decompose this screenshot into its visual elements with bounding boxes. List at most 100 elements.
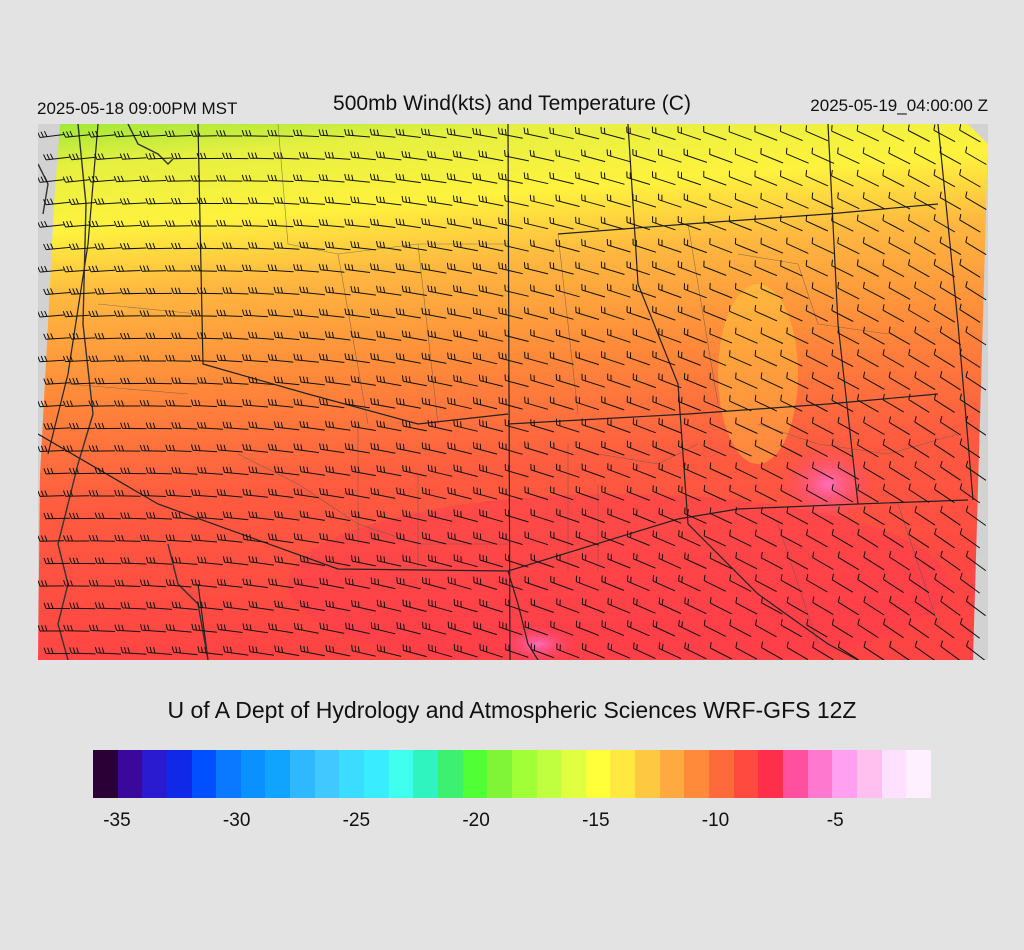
wind-barb	[524, 486, 549, 501]
wind-barb	[376, 510, 402, 522]
wind-barb	[216, 264, 243, 272]
wind-barb	[780, 215, 803, 232]
wind-barb	[812, 596, 834, 616]
wind-barb	[114, 579, 141, 587]
wind-barb	[344, 128, 371, 138]
wind-barb	[222, 287, 249, 295]
wind-barb	[703, 484, 727, 502]
wind-barb	[607, 642, 631, 659]
wind-barb	[63, 580, 90, 587]
wind-barb	[862, 281, 885, 300]
wind-barb	[831, 304, 854, 322]
wind-barb	[94, 557, 122, 565]
wind-barb	[703, 529, 727, 547]
wind-barb	[319, 532, 345, 544]
wind-barb	[401, 285, 427, 296]
wind-barb	[268, 533, 294, 544]
wind-barb	[473, 486, 498, 500]
wind-barb	[427, 419, 453, 432]
wind-barb	[421, 173, 447, 184]
wind-barb	[883, 618, 904, 639]
wind-barb	[370, 442, 396, 454]
wind-barb	[632, 193, 657, 208]
wind-barb	[139, 355, 166, 362]
wind-barb	[555, 329, 580, 343]
wind-barb	[837, 282, 860, 300]
wind-barb	[113, 220, 141, 228]
wind-barb	[703, 440, 727, 457]
wind-barb	[677, 260, 701, 276]
wind-barb	[472, 352, 498, 365]
wind-barb	[632, 238, 657, 253]
wind-barb	[555, 239, 580, 253]
wind-barb	[88, 490, 115, 497]
wind-barb	[479, 464, 504, 478]
wind-barb	[293, 488, 319, 499]
wind-barb	[523, 262, 549, 275]
wind-barb	[428, 554, 453, 567]
wind-barb	[242, 533, 268, 543]
wind-barb	[760, 282, 784, 299]
wind-barb	[760, 237, 784, 254]
valid-time-local: 2025-05-18 09:00PM MST	[37, 99, 238, 118]
wind-barb	[216, 219, 243, 227]
wind-barb	[139, 534, 167, 543]
wind-barb	[939, 281, 962, 301]
wind-barb	[324, 331, 351, 341]
wind-barb	[498, 396, 523, 410]
wind-barb	[524, 531, 549, 546]
wind-barb	[428, 644, 453, 658]
wind-barb	[350, 375, 376, 386]
wind-barb	[62, 130, 90, 138]
wind-barb	[421, 352, 447, 364]
wind-barb	[88, 400, 116, 407]
wind-barb	[940, 595, 961, 616]
wind-barb	[447, 352, 472, 365]
wind-barb	[370, 577, 396, 590]
wind-barb	[729, 395, 752, 412]
wind-barb	[293, 533, 319, 544]
wind-barb	[683, 417, 707, 434]
wind-barb	[607, 553, 631, 569]
wind-barb	[299, 645, 325, 657]
wind-barb	[293, 263, 320, 273]
warm-core-east	[778, 444, 878, 524]
wind-barb	[555, 194, 580, 207]
wind-barb	[882, 304, 905, 323]
wind-barb	[120, 512, 147, 520]
wind-barb	[575, 171, 600, 185]
wind-barb	[907, 169, 930, 188]
wind-barb	[908, 304, 930, 323]
wind-barb	[703, 305, 727, 321]
wind-barb	[376, 554, 402, 567]
warm-region-south	[288, 494, 948, 660]
wind-barb	[677, 395, 701, 411]
wind-barb	[504, 464, 529, 478]
wind-barb	[43, 243, 70, 251]
wind-barb	[376, 375, 402, 387]
wind-barb	[113, 175, 141, 183]
wind-barb	[421, 262, 447, 274]
wind-barb	[498, 217, 523, 230]
wind-barb	[267, 129, 294, 137]
wind-barb	[556, 508, 580, 523]
wind-barb	[888, 147, 911, 165]
wind-barb	[530, 598, 554, 613]
wind-barb	[190, 130, 218, 137]
wind-barb	[139, 444, 167, 452]
wind-barb	[729, 350, 752, 367]
wind-barb	[369, 173, 396, 183]
map-title: 500mb Wind(kts) and Temperature (C)	[333, 92, 691, 115]
wind-barb	[113, 265, 141, 272]
wind-barb	[709, 552, 733, 570]
wind-barb	[524, 306, 549, 320]
wind-barb	[959, 438, 981, 459]
wind-barb	[248, 331, 275, 340]
wind-barb	[370, 308, 396, 319]
wind-barb	[197, 601, 223, 611]
wind-barb	[190, 399, 218, 408]
wind-barb	[479, 554, 504, 568]
wind-barb	[914, 416, 936, 436]
wind-barb	[318, 218, 345, 228]
wind-barb	[633, 597, 656, 614]
